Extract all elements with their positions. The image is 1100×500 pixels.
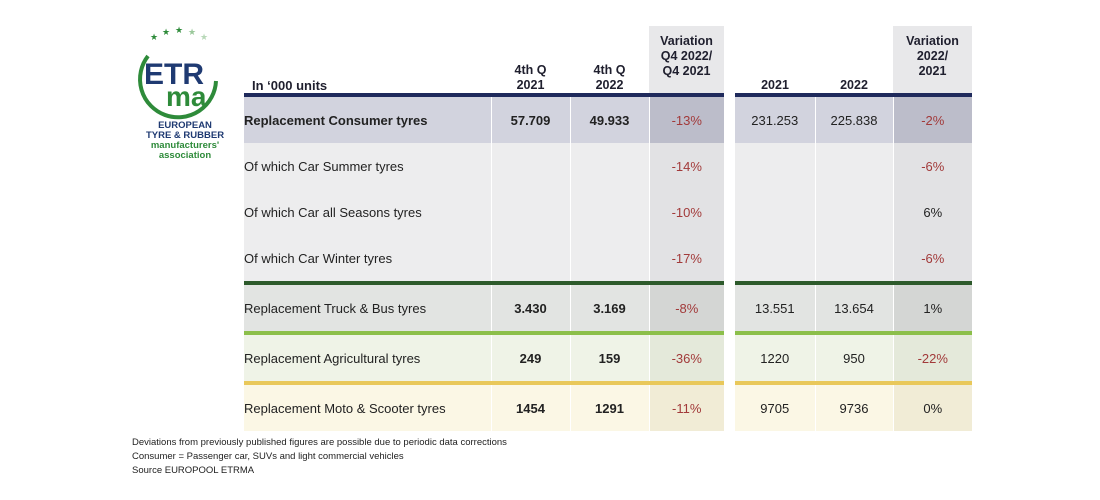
q4-2021-value: 249 <box>490 335 570 381</box>
row-label: Replacement Agricultural tyres <box>244 335 491 381</box>
table-row-car-all-seasons: Of which Car all Seasons tyres -10% 6% <box>244 189 972 235</box>
column-gap <box>724 26 735 93</box>
tyre-sales-table: In ‘000 units 4th Q 2021 4th Q 2022 Variat… <box>244 26 972 431</box>
logo-arc <box>138 54 218 120</box>
year-2022-value: 950 <box>814 335 893 381</box>
q4-2021-value: 3.430 <box>490 285 570 331</box>
svg-text:★: ★ <box>200 33 208 43</box>
q4-2021-value: 1454 <box>490 385 570 431</box>
variation-quarter-value: -8% <box>648 285 724 331</box>
logo-ma: ma <box>166 81 207 112</box>
variation-quarter-value: -17% <box>648 235 724 281</box>
q4-2022-value <box>569 189 649 235</box>
logo-caption: EUROPEAN TYRE & RUBBER manufacturers' as… <box>140 121 230 161</box>
logo-stars: ★ ★ ★ ★ ★ <box>150 26 208 43</box>
units-header: In ‘000 units <box>252 78 328 93</box>
footnote-corrections: Deviations from previously published fig… <box>132 437 507 448</box>
year-2022-value <box>814 189 893 235</box>
row-label: Of which Car all Seasons tyres <box>244 189 491 235</box>
variation-year-value: 6% <box>892 189 972 235</box>
q4-2022-value: 3.169 <box>569 285 649 331</box>
footnotes: Deviations from previously published fig… <box>132 436 507 478</box>
footnote-consumer-definition: Consumer = Passenger car, SUVs and light… <box>132 451 404 462</box>
row-label: Replacement Moto & Scooter tyres <box>244 385 491 431</box>
year-2021-value <box>735 189 815 235</box>
variation-year-header: Variation 2022/2021 <box>893 26 972 93</box>
q4-2022-value <box>569 235 649 281</box>
table-row-consumer: Replacement Consumer tyres 57.709 49.933… <box>244 97 972 143</box>
separator-yellow <box>244 381 972 385</box>
variation-quarter-value: -36% <box>648 335 724 381</box>
separator-navy <box>244 93 972 97</box>
svg-text:★: ★ <box>150 33 158 43</box>
svg-text:★: ★ <box>175 26 183 36</box>
q4-2022-value: 159 <box>569 335 649 381</box>
footnote-source: Source EUROPOOL ETRMA <box>132 465 255 476</box>
q4-2021-header: 4th Q 2021 <box>514 63 547 92</box>
svg-text:★: ★ <box>188 28 196 38</box>
svg-text:★: ★ <box>162 28 170 38</box>
q4-2022-value: 1291 <box>569 385 649 431</box>
row-label: Replacement Consumer tyres <box>244 97 491 143</box>
year-2022-value <box>814 235 893 281</box>
year-2021-value: 13.551 <box>735 285 815 331</box>
q4-2021-value <box>490 189 570 235</box>
variation-year-value: -6% <box>892 143 972 189</box>
year-2022-value <box>814 143 893 189</box>
row-label: Replacement Truck & Bus tyres <box>244 285 491 331</box>
variation-quarter-value: -11% <box>648 385 724 431</box>
q4-2021-value: 57.709 <box>490 97 570 143</box>
logo-line2: TYRE & RUBBER <box>145 130 225 141</box>
table-row-car-winter: Of which Car Winter tyres -17% -6% <box>244 235 972 281</box>
year-2021-value <box>735 235 815 281</box>
variation-year-value: 1% <box>892 285 972 331</box>
year-2021-header: 2021 <box>761 78 789 92</box>
year-2022-header: 2022 <box>840 78 868 92</box>
separator-light-green <box>244 331 972 335</box>
variation-year-value: -22% <box>892 335 972 381</box>
variation-quarter-header: Variation Q4 2022/Q4 2021 <box>649 26 724 93</box>
separator-dark-green <box>244 281 972 285</box>
q4-2021-value <box>490 143 570 189</box>
year-2021-value: 1220 <box>735 335 815 381</box>
table-row-moto-scooter: Replacement Moto & Scooter tyres 1454 12… <box>244 385 972 431</box>
logo-line4: association <box>158 150 212 161</box>
variation-year-value: 0% <box>892 385 972 431</box>
table-row-car-summer: Of which Car Summer tyres -14% -6% <box>244 143 972 189</box>
year-2021-value: 9705 <box>735 385 815 431</box>
row-label: Of which Car Winter tyres <box>244 235 491 281</box>
year-2021-value <box>735 143 815 189</box>
variation-quarter-value: -13% <box>648 97 724 143</box>
year-2022-value: 9736 <box>814 385 893 431</box>
row-label: Of which Car Summer tyres <box>244 143 491 189</box>
table-row-agricultural: Replacement Agricultural tyres 249 159 -… <box>244 335 972 381</box>
q4-2022-header: 4th Q 2022 <box>593 63 626 92</box>
table-row-truck-bus: Replacement Truck & Bus tyres 3.430 3.16… <box>244 285 972 331</box>
logo-line3: manufacturers' <box>150 140 220 151</box>
q4-2022-value: 49.933 <box>569 97 649 143</box>
q4-2022-value <box>569 143 649 189</box>
etrma-logo: ★ ★ ★ ★ ★ ETR ma <box>138 26 218 120</box>
year-2022-value: 225.838 <box>814 97 893 143</box>
q4-2021-value <box>490 235 570 281</box>
logo-line1: EUROPEAN <box>158 120 212 131</box>
year-2021-value: 231.253 <box>735 97 815 143</box>
year-2022-value: 13.654 <box>814 285 893 331</box>
variation-quarter-value: -14% <box>648 143 724 189</box>
header-row: In ‘000 units 4th Q 2021 4th Q 2022 Variat… <box>244 26 972 93</box>
logo-etr: ETR <box>144 58 204 91</box>
variation-quarter-value: -10% <box>648 189 724 235</box>
variation-year-value: -2% <box>892 97 972 143</box>
variation-year-value: -6% <box>892 235 972 281</box>
